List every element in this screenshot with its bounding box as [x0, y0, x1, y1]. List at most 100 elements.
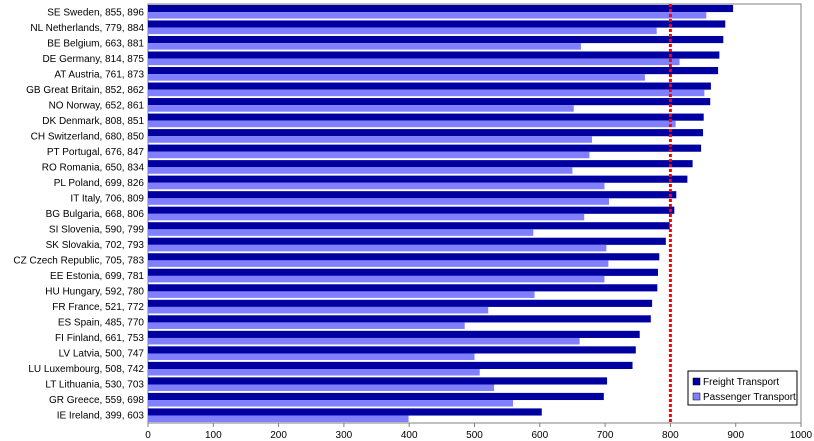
x-tick-label: 0	[145, 430, 151, 441]
bar-passenger	[148, 27, 657, 35]
bar-passenger	[148, 120, 676, 128]
category-label: NL Netherlands, 779, 884	[30, 23, 144, 34]
category-labels: SE Sweden, 855, 896 NL Netherlands, 779, …	[13, 7, 144, 421]
bar-freight	[148, 392, 604, 401]
category-label: BG Bulgaria, 668, 806	[46, 209, 145, 220]
x-tick-label: 800	[662, 430, 679, 441]
bar-freight	[148, 284, 658, 292]
category-label: IT Italy, 706, 809	[70, 193, 144, 204]
bar-freight	[148, 361, 633, 369]
bar-passenger	[148, 337, 580, 345]
legend-box	[687, 370, 798, 406]
bar-freight	[148, 237, 666, 245]
bar-passenger	[148, 136, 593, 143]
bar-freight	[148, 98, 711, 106]
x-tick-label: 400	[401, 430, 418, 441]
bar-passenger	[148, 244, 607, 252]
bar-passenger	[148, 151, 590, 159]
x-tick-label: 200	[270, 430, 287, 441]
bar-freight	[148, 35, 724, 44]
bar-passenger	[148, 415, 409, 423]
bar-passenger	[148, 213, 585, 221]
x-tick-label: 900	[727, 430, 744, 441]
category-label: GB Great Britain, 852, 862	[26, 85, 144, 96]
category-label: SE Sweden, 855, 896	[47, 7, 144, 18]
x-tick-label: 700	[597, 430, 614, 441]
bar-passenger	[148, 400, 514, 407]
legend-swatch	[692, 377, 701, 386]
bar-freight	[148, 408, 542, 416]
x-tick-label: 1000	[790, 430, 813, 441]
bar-passenger	[148, 12, 707, 19]
bar-freight	[148, 67, 719, 75]
category-label: CH Switzerland, 680, 850	[31, 131, 145, 142]
x-tick-label: 100	[205, 430, 222, 441]
bar-passenger	[148, 384, 495, 392]
bar-freight	[148, 299, 653, 307]
legend: Freight Transport Passenger Transport	[687, 370, 798, 406]
x-tick-label: 500	[466, 430, 483, 441]
bar-passenger	[148, 291, 535, 298]
x-axis: 0 100 200 300 400 500 600 700 800 900 1000	[145, 423, 813, 441]
bar-passenger	[148, 275, 605, 283]
bar-passenger	[148, 58, 680, 66]
category-label: AT Austria, 761, 873	[54, 69, 144, 80]
legend-label: Freight Transport	[703, 377, 779, 388]
x-tick-label: 600	[531, 430, 548, 441]
bars	[148, 4, 734, 423]
bar-passenger	[148, 182, 605, 190]
x-tick-label: 300	[336, 430, 353, 441]
category-label: FI Finland, 661, 753	[55, 333, 144, 344]
category-label: HU Hungary, 592, 780	[45, 287, 144, 298]
category-label: CZ Czech Republic, 705, 783	[13, 256, 144, 267]
bar-freight	[148, 20, 726, 28]
category-label: LU Luxembourg, 508, 742	[28, 364, 144, 375]
category-label: EE Estonia, 699, 781	[50, 271, 144, 282]
bar-freight	[148, 4, 734, 13]
bar-passenger	[148, 198, 610, 205]
bar-freight	[148, 129, 704, 137]
bar-passenger	[148, 167, 573, 174]
category-label: ES Spain, 485, 770	[58, 318, 145, 329]
bar-freight	[148, 144, 702, 152]
category-label: FR France, 521, 772	[52, 302, 144, 313]
bar-freight	[148, 51, 720, 59]
category-label: GR Greece, 559, 698	[49, 395, 144, 406]
bar-passenger	[148, 89, 705, 97]
bar-passenger	[148, 43, 581, 50]
bar-passenger	[148, 322, 465, 329]
bar-freight	[148, 315, 651, 323]
bar-freight	[148, 268, 658, 276]
bar-passenger	[148, 306, 489, 314]
bar-passenger	[148, 105, 574, 112]
bar-passenger	[148, 229, 534, 236]
category-label: LV Latvia, 500, 747	[59, 349, 145, 360]
category-label: DE Germany, 814, 875	[42, 54, 144, 65]
category-label: SK Slovakia, 702, 793	[46, 240, 145, 251]
category-label: RO Romania, 650, 834	[42, 162, 145, 173]
category-label: BE Belgium, 663, 881	[47, 38, 144, 49]
bar-freight	[148, 160, 693, 168]
category-label: PL Poland, 699, 826	[54, 178, 145, 189]
category-label: PT Portugal, 676, 847	[47, 147, 145, 158]
bar-passenger	[148, 369, 480, 376]
category-label: LT Lithuania, 530, 703	[45, 380, 144, 391]
bar-freight	[148, 113, 704, 121]
bar-freight	[148, 206, 675, 214]
bar-freight	[148, 222, 670, 230]
bar-freight	[148, 175, 688, 183]
bar-freight	[148, 346, 636, 354]
bar-freight	[148, 191, 677, 199]
legend-swatch	[692, 392, 701, 401]
category-label: IE Ireland, 399, 603	[57, 411, 145, 422]
bar-passenger	[148, 353, 475, 360]
category-label: NO Norway, 652, 861	[49, 100, 145, 111]
legend-label: Passenger Transport	[703, 392, 796, 403]
bar-freight	[148, 82, 711, 90]
category-label: SI Slovenia, 590, 799	[49, 225, 145, 236]
bar-freight	[148, 377, 608, 385]
bar-freight	[148, 330, 640, 338]
bar-freight	[148, 253, 660, 261]
bar-passenger	[148, 74, 645, 81]
